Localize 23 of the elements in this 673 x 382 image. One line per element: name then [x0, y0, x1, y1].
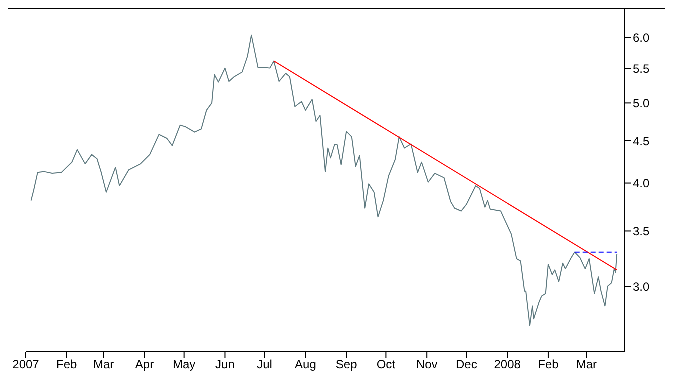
y-tick-label: 3.5: [633, 224, 650, 238]
y-tick-label: 4.0: [633, 176, 650, 191]
x-tick-label: Sep: [336, 358, 358, 372]
y-tick-label: 5.5: [633, 62, 650, 76]
x-tick-label: Aug: [295, 358, 316, 372]
y-tick-label: 6.0: [633, 30, 650, 45]
x-tick-label: Dec: [456, 358, 478, 372]
x-tick-label: 2008: [494, 358, 522, 372]
x-tick-label: Jun: [216, 358, 235, 372]
line-series: [30, 34, 618, 326]
x-tick-label: Nov: [416, 358, 438, 372]
y-tick-label: 3.0: [633, 280, 650, 294]
x-tick-label: Mar: [576, 358, 598, 372]
x-tick-label: Mar: [94, 358, 114, 372]
x-tick-label: Feb: [538, 358, 560, 372]
x-tick-label: 2007: [12, 358, 40, 372]
x-tick-label: Jul: [257, 358, 272, 372]
x-tick-label: Oct: [376, 358, 396, 372]
x-tick-label: Apr: [135, 358, 154, 372]
x-tick-label: May: [172, 358, 196, 372]
x-tick-label: Feb: [56, 358, 78, 372]
y-tick-label: 5.0: [633, 96, 650, 110]
y-tick-label: 4.5: [633, 134, 650, 148]
